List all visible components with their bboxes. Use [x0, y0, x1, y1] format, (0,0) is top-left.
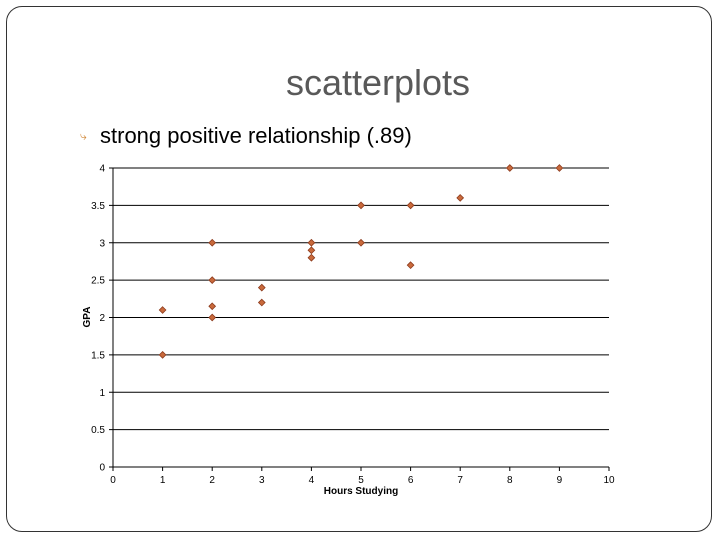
data-point [406, 261, 415, 270]
data-point [357, 238, 365, 247]
y-tick-label: 3 [99, 238, 105, 249]
data-point [158, 351, 167, 359]
data-points [158, 164, 564, 359]
y-tick-label: 2.5 [91, 276, 105, 287]
x-tick-label: 10 [603, 475, 615, 486]
y-tick-label: 0 [99, 463, 105, 474]
data-point [505, 164, 514, 172]
x-axis-title: Hours Studying [324, 486, 398, 497]
grid-lines [113, 167, 609, 431]
data-point [208, 238, 217, 247]
x-tick-label: 5 [358, 475, 364, 486]
data-point [158, 306, 167, 314]
data-point [257, 283, 266, 292]
x-tick-label: 8 [507, 475, 513, 486]
data-point [357, 201, 365, 210]
axes [109, 167, 610, 471]
slide-title: scatterplots [285, 62, 471, 103]
curved-arrow-bullet-icon: ⤷ [80, 128, 87, 143]
data-point [307, 246, 316, 255]
data-point [456, 194, 465, 202]
bullet-item: ⤷ strong positive relationship (.89) [80, 122, 412, 150]
data-point [406, 201, 415, 210]
y-tick-label: 1 [99, 388, 105, 399]
data-point [307, 238, 316, 247]
y-tick-label: 2 [99, 313, 105, 324]
x-tick-label: 9 [557, 475, 563, 486]
y-tick-label: 3.5 [91, 201, 105, 212]
data-point [208, 276, 217, 284]
data-point [208, 313, 217, 322]
data-point [257, 298, 266, 307]
x-tick-label: 1 [160, 475, 166, 486]
slide-frame [6, 6, 712, 532]
x-tick-labels: 0 1 2 3 4 5 6 7 8 9 10 [110, 475, 615, 486]
x-tick-label: 2 [209, 475, 215, 486]
y-tick-label: 4 [99, 164, 105, 175]
data-point [555, 164, 564, 172]
x-tick-label: 3 [259, 475, 265, 486]
x-tick-label: 4 [309, 475, 315, 486]
x-tick-label: 0 [110, 475, 116, 486]
data-point [208, 302, 217, 311]
y-tick-labels: 0 0.5 1 1.5 2 2.5 3 3.5 4 [91, 164, 105, 474]
bullet-text: strong positive relationship (.89) [100, 123, 412, 148]
data-point [307, 253, 316, 262]
y-tick-label: 1.5 [91, 350, 105, 361]
x-tick-label: 7 [457, 475, 463, 486]
y-axis-title: GPA [82, 307, 93, 328]
y-tick-label: 0.5 [91, 425, 105, 436]
x-tick-label: 6 [408, 475, 414, 486]
